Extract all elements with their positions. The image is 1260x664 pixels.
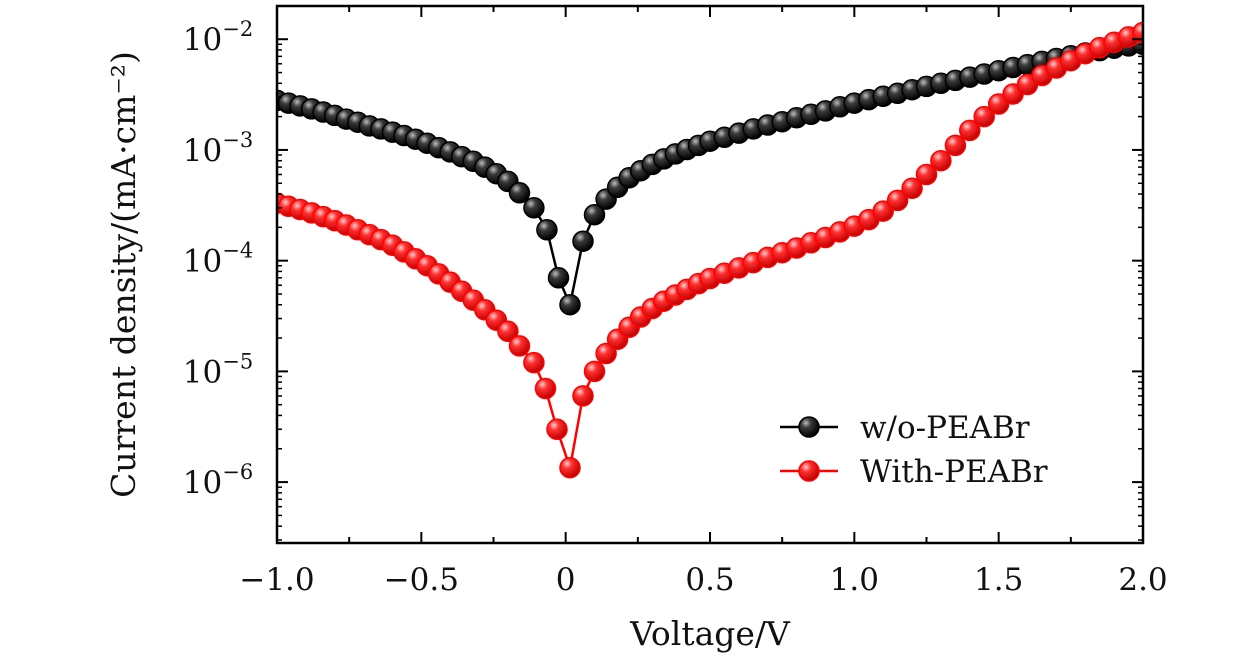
data-point xyxy=(872,200,894,222)
data-point xyxy=(546,418,568,441)
data-point xyxy=(901,177,923,200)
legend-label: w/o-PEABr xyxy=(860,410,1030,446)
x-tick-label: −0.5 xyxy=(384,562,459,598)
data-point xyxy=(583,203,606,226)
data-point xyxy=(944,134,967,157)
data-point xyxy=(559,293,581,316)
y-axis-title: Current density/(mA·cm⁻²) xyxy=(104,51,143,498)
series-1 xyxy=(277,33,1143,316)
data-point xyxy=(559,456,581,479)
legend-marker xyxy=(798,460,820,482)
y-tick-label: 10−3 xyxy=(183,128,253,169)
y-tick-label: 10−5 xyxy=(183,349,253,390)
data-point xyxy=(508,335,531,357)
x-axis-title: Voltage/V xyxy=(629,614,791,653)
legend-label: With-PEABr xyxy=(860,454,1048,490)
legend-item-1: w/o-PEABr xyxy=(780,410,1030,446)
x-tick-label: 2.0 xyxy=(1118,562,1167,598)
x-tick-label: 0.5 xyxy=(685,562,734,598)
axes-layer: −1.0 −0.5 0 0.5 1.0 1.5 2.0 10−6 10−5 10−4 10−3 10−… xyxy=(104,4,1168,653)
series-layer xyxy=(277,21,1143,479)
data-point xyxy=(534,377,557,400)
y-tick-label: 10−6 xyxy=(183,460,253,501)
data-point xyxy=(523,351,545,374)
legend-marker xyxy=(798,416,820,438)
y-tick-label: 10−2 xyxy=(183,17,253,58)
data-point xyxy=(959,119,981,142)
data-point xyxy=(595,342,617,365)
x-tick-label: 1.0 xyxy=(830,562,879,598)
x-tick-label: 0 xyxy=(556,562,576,598)
data-point xyxy=(973,105,995,128)
data-point xyxy=(886,189,909,212)
data-point xyxy=(508,182,531,204)
series-2 xyxy=(277,21,1143,479)
data-point xyxy=(930,149,952,172)
data-point xyxy=(572,230,594,252)
data-point xyxy=(523,197,545,219)
data-point xyxy=(1132,21,1143,44)
x-tick-label: 1.5 xyxy=(974,562,1023,598)
data-point xyxy=(497,320,519,343)
data-point xyxy=(572,385,594,407)
data-point xyxy=(915,163,938,186)
x-tick-label: −1.0 xyxy=(239,562,314,598)
data-point xyxy=(583,360,606,383)
data-point xyxy=(547,267,570,289)
data-point xyxy=(536,219,558,241)
y-tick-label: 10−4 xyxy=(183,239,253,280)
legend-item-2: With-PEABr xyxy=(780,454,1048,490)
legend: w/o-PEABr With-PEABr xyxy=(780,410,1048,490)
